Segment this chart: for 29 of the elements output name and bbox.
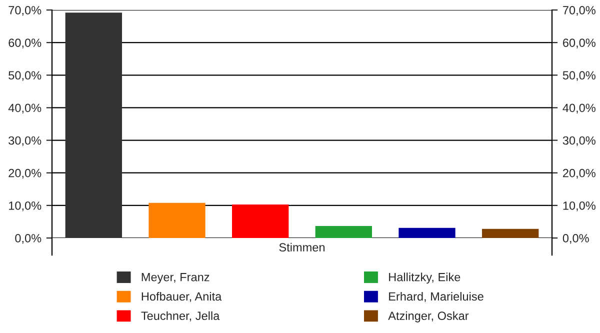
legend-label: Teuchner, Jella [141, 311, 220, 322]
legend-label: Atzinger, Oskar [388, 311, 469, 322]
text: 50,0% [562, 71, 596, 81]
legend-label: Hofbauer, Anita [142, 292, 222, 302]
y-tick-label: 0,0% [15, 234, 42, 244]
legend-label: Erhard, Marieluise [389, 292, 484, 302]
y-tick-label: 50,0% [8, 71, 42, 81]
text: 20,0% [563, 168, 596, 179]
text: 60,0% [563, 38, 596, 48]
bar [315, 226, 372, 238]
bar [232, 204, 289, 238]
y-tick-label: 60,0% [8, 38, 42, 48]
y-tick-label: 10,0% [9, 201, 42, 212]
y-tick-label: 40,0% [8, 104, 42, 114]
y-tick-label: 30,0% [8, 136, 42, 146]
text: 0,0% [562, 234, 589, 244]
y-tick-label: 20,0% [8, 168, 42, 179]
text: 40,0% [562, 104, 596, 114]
bar [482, 228, 539, 238]
legend-label: Meyer, Franz [142, 273, 210, 284]
x-tick-label: Stimmen [279, 242, 325, 252]
y-tick-label: 70,0% [8, 6, 42, 16]
bar [65, 12, 122, 238]
text: 70,0% [563, 6, 596, 16]
bar [398, 228, 456, 238]
text: 10,0% [563, 201, 596, 212]
legend-label: Hallitzky, Eike [389, 272, 460, 284]
text: 30,0% [562, 136, 596, 146]
bar [148, 202, 206, 238]
